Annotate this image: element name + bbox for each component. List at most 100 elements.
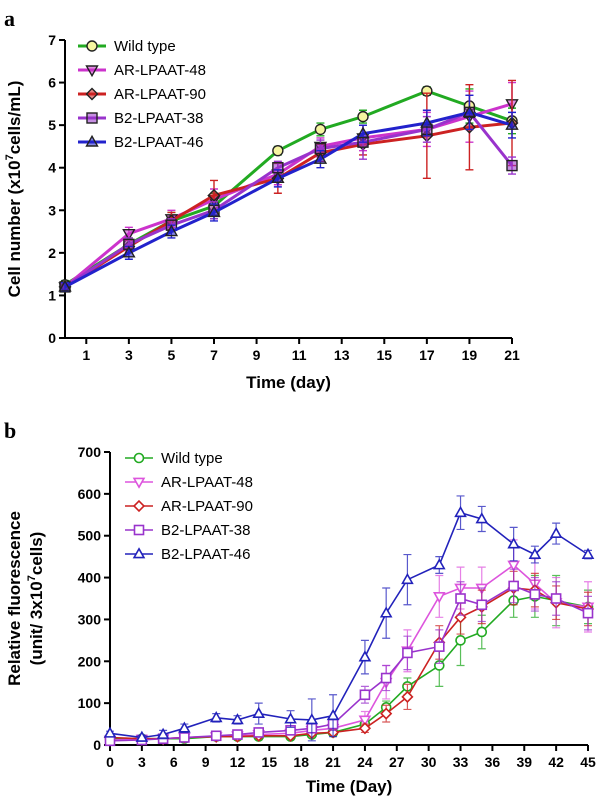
data-point — [179, 732, 190, 743]
data-point — [432, 592, 446, 604]
data-point — [156, 727, 170, 739]
legend-label: Wild type — [161, 450, 223, 467]
data-point — [103, 726, 117, 738]
legend-label: B2-LPAAT-38 — [161, 522, 251, 539]
data-point — [433, 641, 445, 652]
x-tick-label: 21 — [325, 754, 341, 770]
data-point — [313, 152, 328, 164]
data-point — [455, 635, 466, 646]
data-point — [380, 672, 392, 684]
data-point — [455, 593, 466, 604]
data-point — [420, 115, 434, 128]
data-point — [207, 205, 221, 218]
legend-marker — [85, 134, 99, 147]
y-tick-label: 4 — [48, 160, 56, 176]
y-tick-label: 600 — [78, 486, 102, 502]
x-tick-label: 45 — [580, 754, 596, 770]
x-tick-label: 11 — [292, 347, 307, 363]
y-tick-label: 300 — [78, 611, 102, 627]
series-wild-type — [104, 574, 594, 745]
y-tick-label: 1 — [48, 287, 56, 303]
y-tick-label: 700 — [78, 444, 102, 460]
y-axis-title-a: Cell number (x107cells/mL) — [4, 81, 24, 298]
data-point — [164, 224, 179, 237]
series-b2-lpaat-38 — [104, 568, 594, 747]
data-point — [253, 727, 265, 738]
data-point — [122, 228, 136, 241]
legend-marker — [133, 524, 145, 536]
legend-marker — [133, 452, 145, 464]
legend-label: B2-LPAAT-38 — [114, 110, 204, 127]
legend-b: Wild type AR-LPAAT-48 AR-LPAAT-90 B2-LPAAT-… — [125, 450, 253, 563]
data-point — [582, 607, 594, 619]
data-point — [379, 606, 393, 618]
legend-label: Wild type — [114, 38, 176, 55]
x-tick-label: 30 — [421, 754, 437, 770]
data-point — [506, 159, 518, 172]
y-tick-label: 0 — [48, 330, 56, 346]
legend-label: B2-LPAAT-46 — [114, 134, 204, 151]
x-tick-label: 27 — [389, 754, 405, 770]
series-line — [64, 110, 513, 289]
series-line — [110, 595, 589, 740]
data-point — [209, 710, 223, 723]
x-tick-label: 12 — [230, 754, 246, 770]
data-point — [581, 547, 595, 559]
x-tick-label: 15 — [376, 347, 392, 363]
y-tick-label: 5 — [48, 117, 56, 133]
data-point — [432, 558, 446, 570]
legend-item: B2-LPAAT-46 — [125, 546, 251, 563]
y-axis-title-b-line2: (unit/ 3x107cells) — [26, 532, 46, 666]
data-point — [529, 589, 541, 600]
x-tick-label: 33 — [453, 754, 469, 770]
x-tick-label: 13 — [334, 347, 350, 363]
x-tick-label: 17 — [419, 347, 435, 363]
series-ar-lpaat-48 — [103, 539, 595, 747]
data-point — [356, 126, 370, 139]
data-point — [122, 245, 136, 258]
data-point — [549, 526, 563, 539]
x-tick-label: 1 — [82, 347, 90, 363]
data-point — [178, 721, 191, 733]
legend-item: B2-LPAAT-38 — [125, 522, 251, 539]
legend-marker — [86, 40, 98, 52]
x-tick-label: 15 — [262, 754, 278, 770]
data-point — [402, 647, 413, 659]
data-point — [326, 708, 340, 721]
x-tick-label: 9 — [253, 347, 261, 363]
legend-item: AR-LPAAT-90 — [125, 498, 253, 515]
series-line — [109, 511, 589, 739]
data-point — [550, 593, 562, 604]
x-tick-label: 24 — [357, 754, 373, 770]
data-point — [380, 707, 393, 720]
data-point — [401, 690, 414, 703]
x-tick-label: 7 — [210, 347, 218, 363]
x-tick-label: 9 — [202, 754, 210, 770]
data-point — [305, 713, 319, 725]
data-point — [454, 505, 467, 518]
data-point — [58, 279, 72, 292]
series-line — [109, 585, 589, 742]
panel-label-a: a — [4, 6, 15, 31]
data-point — [357, 110, 369, 123]
data-point — [508, 580, 519, 592]
data-point — [231, 713, 244, 725]
data-point — [359, 689, 371, 701]
y-tick-label: 400 — [78, 570, 102, 586]
series-line — [64, 110, 514, 289]
legend-marker — [85, 65, 99, 78]
legend-marker — [132, 499, 146, 513]
legend-label: AR-LPAAT-90 — [114, 86, 206, 103]
panel-label-b: b — [4, 418, 16, 443]
legend-label: AR-LPAAT-48 — [114, 62, 206, 79]
y-tick-label: 6 — [48, 75, 56, 91]
x-tick-label: 19 — [462, 347, 478, 363]
y-tick-label: 3 — [48, 202, 56, 218]
series-b2-lpaat-46 — [103, 495, 595, 742]
data-point — [358, 715, 372, 727]
data-point — [462, 105, 477, 118]
y-tick-label: 0 — [93, 737, 101, 753]
x-tick-label: 21 — [504, 347, 520, 363]
series-line — [109, 587, 589, 740]
